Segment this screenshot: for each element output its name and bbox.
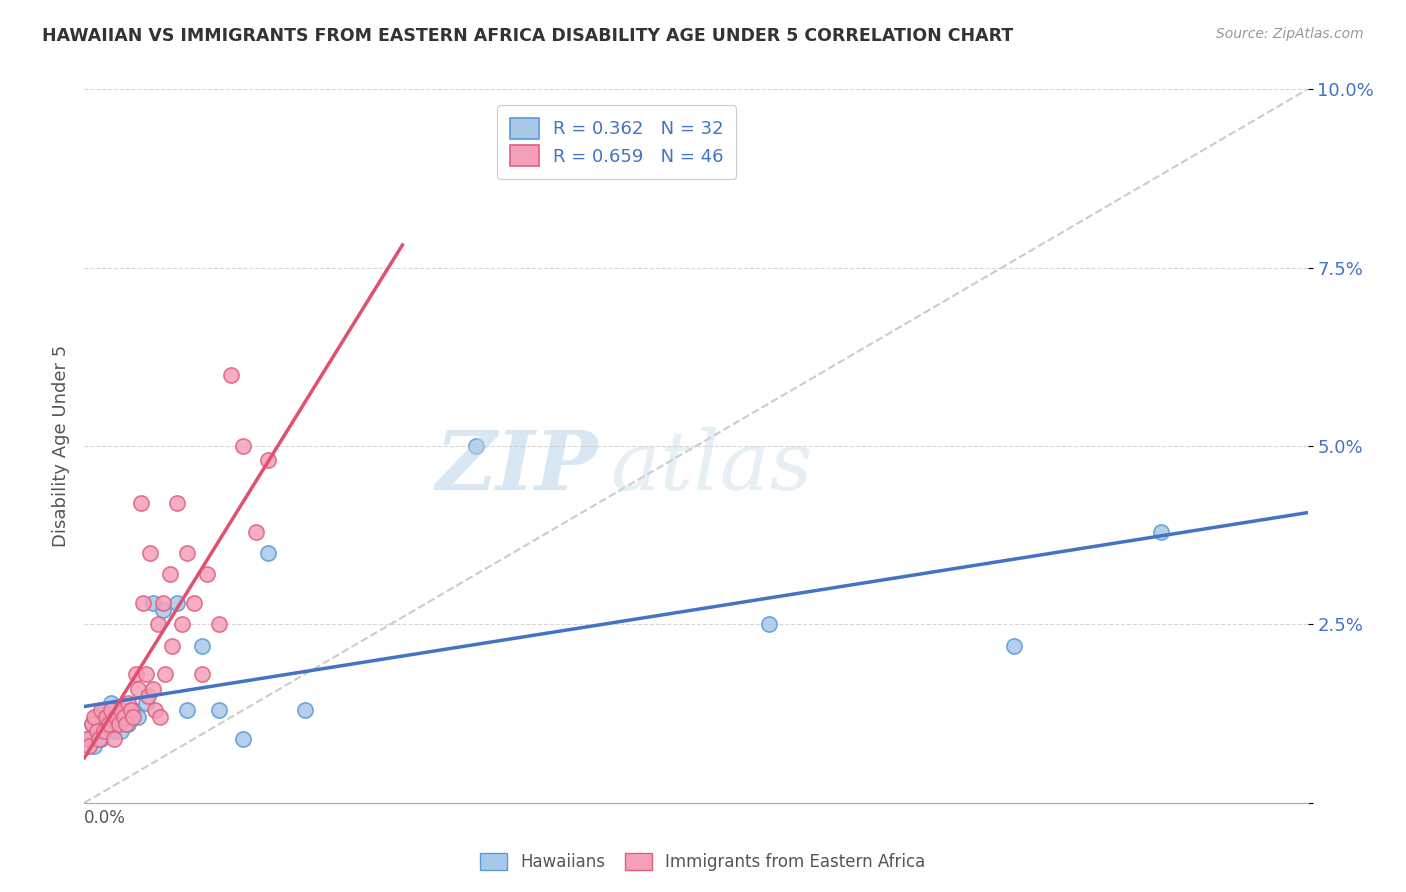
Point [257,546,280,560]
Text: 0.0%: 0.0% [84,808,127,827]
Point [294,703,316,717]
Point [83,710,105,724]
Point [107,717,129,731]
Point [96,717,118,731]
Text: ZIP: ZIP [436,427,598,508]
Point [80,717,103,731]
Text: Source: ZipAtlas.com: Source: ZipAtlas.com [1216,27,1364,41]
Point [176,546,198,560]
Point [103,731,125,746]
Point [219,368,242,382]
Point [135,696,157,710]
Point [142,681,165,696]
Legend: R = 0.362   N = 32, R = 0.659   N = 46: R = 0.362 N = 32, R = 0.659 N = 46 [498,105,737,178]
Point [97,717,120,731]
Point [153,667,176,681]
Point [76,731,98,746]
Point [142,596,165,610]
Text: atlas: atlas [610,427,813,508]
Point [166,596,188,610]
Text: HAWAIIAN VS IMMIGRANTS FROM EASTERN AFRICA DISABILITY AGE UNDER 5 CORRELATION CH: HAWAIIAN VS IMMIGRANTS FROM EASTERN AFRI… [42,27,1014,45]
Point [86,724,108,739]
Point [100,703,122,717]
Point [195,567,218,582]
Point [112,710,135,724]
Legend: Hawaiians, Immigrants from Eastern Africa: Hawaiians, Immigrants from Eastern Afric… [472,845,934,880]
Point [103,724,125,739]
Point [122,710,145,724]
Point [159,567,181,582]
Point [162,639,184,653]
Point [117,717,139,731]
Point [117,696,139,710]
Point [176,703,198,717]
Y-axis label: Disability Age Under 5: Disability Age Under 5 [52,345,70,547]
Point [87,731,110,746]
Point [143,703,166,717]
Point [139,546,162,560]
Point [135,667,157,681]
Point [758,617,780,632]
Point [1150,524,1173,539]
Point [232,731,254,746]
Point [132,596,155,610]
Point [120,703,142,717]
Point [152,596,174,610]
Point [93,703,115,717]
Point [191,667,214,681]
Point [183,596,205,610]
Point [100,696,122,710]
Point [80,717,103,731]
Point [191,639,214,653]
Point [136,689,159,703]
Point [77,739,100,753]
Point [90,703,112,717]
Point [166,496,188,510]
Point [464,439,486,453]
Point [112,710,135,724]
Point [257,453,280,467]
Point [86,710,108,724]
Point [83,739,105,753]
Point [87,724,110,739]
Point [122,703,145,717]
Point [129,496,152,510]
Point [232,439,254,453]
Point [76,731,98,746]
Point [105,703,128,717]
Point [107,717,129,731]
Point [146,617,169,632]
Point [127,710,149,724]
Point [125,667,148,681]
Point [93,724,115,739]
Point [110,724,132,739]
Point [149,710,172,724]
Point [97,710,120,724]
Point [90,731,112,746]
Point [172,617,194,632]
Point [208,617,231,632]
Point [245,524,267,539]
Point [208,703,231,717]
Point [127,681,149,696]
Point [105,710,128,724]
Point [1002,639,1025,653]
Point [152,603,174,617]
Point [110,703,132,717]
Point [115,717,138,731]
Point [96,710,118,724]
